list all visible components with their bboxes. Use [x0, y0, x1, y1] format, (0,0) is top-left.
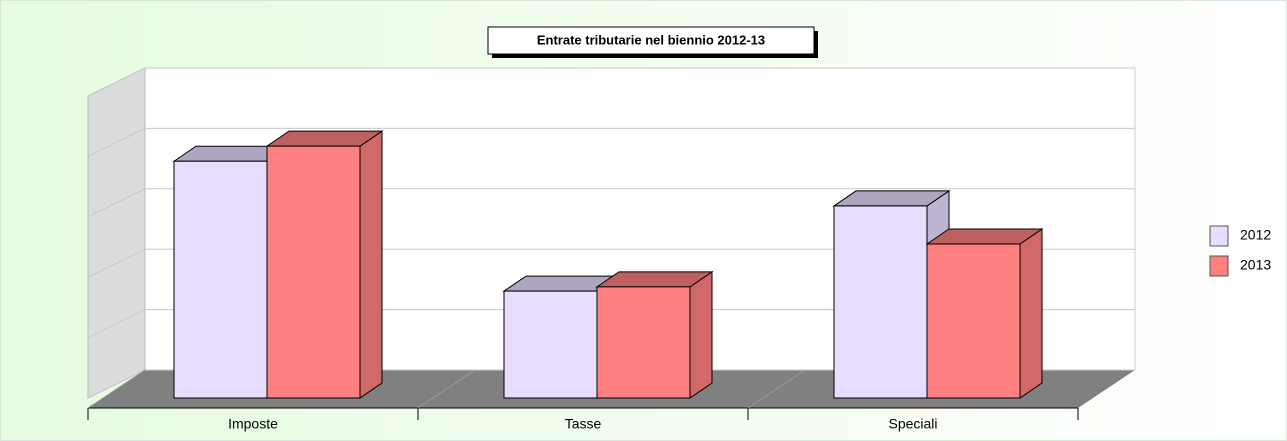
bar: [173, 160, 268, 399]
grid-line: [87, 188, 1135, 218]
chart-title: Entrate tributarie nel biennio 2012-13: [537, 32, 765, 47]
grid-line: [87, 67, 1135, 97]
bar-side: [689, 270, 713, 399]
x-tick-label: Speciali: [888, 416, 937, 432]
bar: [266, 145, 361, 399]
legend-label: 2013: [1240, 257, 1271, 273]
bar-side: [1019, 228, 1043, 399]
bar-side: [359, 130, 383, 399]
bar: [926, 243, 1021, 399]
title-box: [487, 26, 815, 55]
bar: [596, 286, 691, 399]
bar: [833, 205, 928, 399]
grid-line: [87, 248, 1135, 278]
grid-line: [87, 309, 1135, 339]
side-wall: [87, 67, 146, 399]
floor-divider: [417, 369, 476, 409]
x-tick-label: Imposte: [228, 416, 278, 432]
bars: [172, 130, 1044, 399]
grid-line: [87, 127, 1135, 157]
legend-swatch: [1209, 225, 1229, 247]
bar: [503, 290, 598, 399]
legend-label: 2012: [1240, 227, 1271, 243]
legend: 2012 2013: [1209, 225, 1271, 277]
floor-divider: [747, 369, 806, 409]
floor-divider: [87, 369, 146, 409]
legend-swatch: [1209, 255, 1229, 277]
x-tick-label: Tasse: [565, 416, 602, 432]
